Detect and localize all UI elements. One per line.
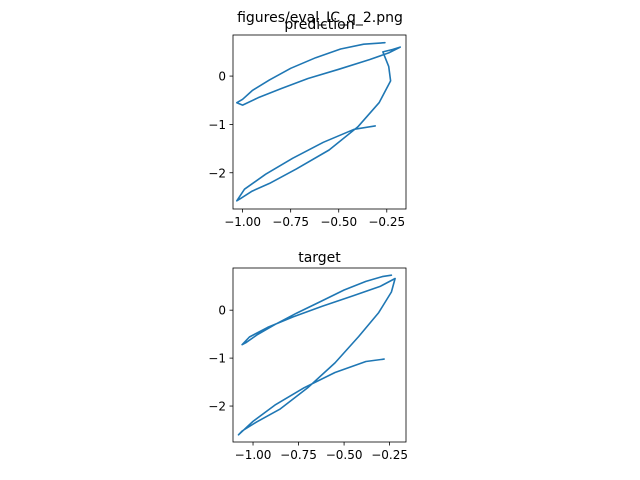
target-axes-frame	[232, 267, 407, 443]
target-xtick-label: −0.75	[280, 448, 317, 462]
target-ytick-label: 0	[218, 304, 226, 318]
figure-suptitle: figures/eval_IC_q_2.png	[237, 10, 403, 26]
target-series-line-0	[237, 274, 396, 436]
prediction-axes-frame	[232, 34, 407, 210]
prediction-axes: −1.00 −0.75 −0.50 −0.25 0 −1 −2 prediction	[208, 17, 407, 229]
prediction-xtick-label: −0.50	[320, 215, 357, 229]
prediction-ytick-label: −1	[208, 118, 226, 132]
target-ytick-label: −2	[208, 400, 226, 414]
prediction-xtick-label: −1.00	[224, 215, 261, 229]
target-axes: −1.00 −0.75 −0.50 −0.25 0 −1 −2 target	[208, 250, 408, 462]
prediction-ytick-label: 0	[218, 70, 226, 84]
prediction-xtick-label: −0.25	[368, 215, 405, 229]
target-xtick-label: −0.50	[326, 448, 363, 462]
prediction-axes-title: prediction	[284, 17, 354, 33]
target-axes-title: target	[298, 250, 341, 266]
target-xtick-label: −1.00	[235, 448, 272, 462]
prediction-xtick-label: −0.75	[272, 215, 309, 229]
prediction-series-line-0	[236, 41, 402, 202]
prediction-ytick-label: −2	[208, 166, 226, 180]
target-xtick-label: −0.25	[371, 448, 408, 462]
target-ytick-label: −1	[208, 352, 226, 366]
